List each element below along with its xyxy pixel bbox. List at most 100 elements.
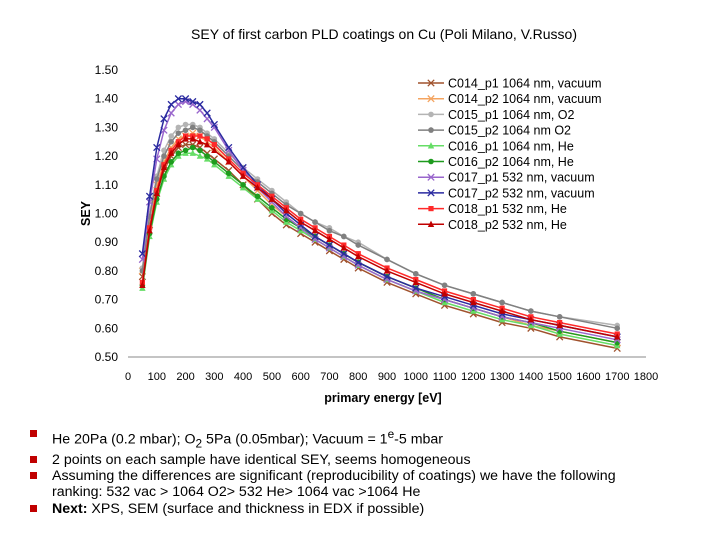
bullet-ranking: Assuming the differences are significant…	[30, 468, 720, 501]
data-point	[311, 227, 319, 234]
x-tick-label: 1700	[605, 371, 629, 383]
data-point	[168, 138, 174, 145]
x-tick-label: 1500	[547, 371, 571, 383]
bullet-marker	[30, 504, 37, 512]
data-point	[203, 109, 211, 117]
notes-list: He 20Pa (0.2 mbar); O2 5Pa (0.05mbar); V…	[30, 426, 720, 517]
data-point	[181, 140, 190, 149]
x-axis-title: primary energy [eV]	[324, 391, 441, 405]
data-point	[182, 147, 189, 154]
data-point	[175, 130, 182, 136]
y-tick-label: 1.10	[95, 178, 119, 192]
data-point	[181, 95, 190, 103]
data-point	[196, 152, 204, 159]
data-point	[204, 153, 210, 159]
legend-label: C016_p1 1064 nm, He	[448, 139, 574, 153]
legend-entry: C015_p2 1064 nm O2	[418, 124, 571, 138]
data-point	[203, 140, 211, 148]
data-point	[160, 163, 168, 171]
data-point	[167, 100, 175, 109]
legend-entry: C014_p1 1064 nm, vacuum	[418, 77, 602, 91]
data-point	[412, 284, 420, 292]
legend-entry: C018_p2 532 nm, He	[418, 218, 567, 232]
x-tick-label: 400	[234, 371, 252, 383]
bullet-gas-pressures: He 20Pa (0.2 mbar); O2 5Pa (0.05mbar); V…	[30, 426, 720, 452]
legend-entry: C017_p1 532 nm, vacuum	[418, 171, 595, 185]
legend-marker	[428, 158, 434, 165]
data-point	[145, 192, 154, 200]
bullet-homogeneous-text: 2 points on each sample have identical S…	[52, 451, 471, 468]
data-point	[269, 204, 275, 211]
data-point	[470, 298, 477, 306]
data-point	[204, 136, 210, 142]
bullet-marker	[30, 472, 37, 480]
data-point	[297, 224, 305, 232]
data-point	[312, 219, 318, 225]
data-point	[441, 282, 448, 289]
data-point	[189, 124, 196, 131]
legend-label: C015_p1 1064 nm, O2	[448, 108, 575, 122]
legend-label: C016_p2 1064 nm, He	[448, 155, 574, 169]
data-point	[384, 256, 390, 263]
data-point	[175, 124, 182, 131]
data-point	[311, 232, 319, 241]
data-point	[556, 314, 563, 320]
bullet-ranking-line2: ranking: 532 vac > 1064 O2> 532 He> 1064…	[52, 484, 421, 501]
data-point	[161, 153, 167, 159]
legend-marker	[427, 95, 435, 103]
chart-title: SEY of first carbon PLD coatings on Cu (…	[191, 26, 577, 42]
data-point	[297, 218, 304, 225]
data-point	[210, 120, 218, 129]
data-point	[614, 325, 621, 332]
data-point	[354, 258, 362, 266]
data-point	[614, 333, 621, 340]
y-tick-label: 0.70	[95, 293, 119, 307]
data-point	[240, 182, 246, 188]
y-tick-label: 1.20	[95, 149, 119, 163]
legend-entry: C014_p2 1064 nm, vacuum	[418, 92, 602, 106]
data-point	[325, 241, 334, 249]
data-point	[441, 290, 448, 297]
data-point	[175, 150, 182, 157]
x-tick-label: 1300	[490, 371, 514, 383]
data-point	[254, 183, 261, 191]
legend-marker	[427, 142, 435, 149]
legend-entry: C018_p1 532 nm, He	[418, 202, 567, 216]
x-tick-label: 1100	[433, 371, 457, 383]
data-point	[174, 95, 183, 103]
data-point	[197, 127, 203, 134]
legend-label: C017_p1 532 nm, vacuum	[448, 171, 595, 185]
data-point	[168, 159, 174, 165]
x-tick-label: 1600	[576, 371, 600, 383]
data-point	[211, 159, 218, 165]
legend-entry: C017_p2 532 nm, vacuum	[418, 186, 595, 200]
legend-entry: C015_p1 1064 nm, O2	[418, 108, 575, 122]
data-point	[189, 144, 196, 151]
bullet-pressure-text: 5Pa (0.05mbar); Vacuum = 1	[202, 431, 388, 448]
y-axis-title: SEY	[79, 200, 93, 226]
data-point	[225, 143, 233, 152]
x-tick-label: 0	[125, 371, 131, 383]
data-point	[210, 123, 218, 132]
data-point	[211, 146, 218, 154]
legend-label: C014_p1 1064 nm, vacuum	[448, 77, 602, 91]
y-tick-label: 1.50	[95, 63, 119, 77]
data-point	[239, 172, 247, 179]
data-point	[326, 235, 333, 243]
bullet-marker	[30, 430, 37, 437]
y-tick-label: 0.90	[95, 235, 119, 249]
series-10	[139, 135, 621, 340]
data-point	[189, 149, 196, 156]
data-point	[138, 250, 147, 258]
legend-entry: C016_p1 1064 nm, He	[418, 139, 574, 153]
y-tick-label: 0.80	[95, 264, 119, 278]
data-point	[167, 149, 175, 156]
x-tick-label: 1400	[519, 371, 543, 383]
x-tick-label: 1000	[404, 371, 428, 383]
data-point	[175, 140, 182, 148]
x-tick-label: 1800	[634, 371, 658, 383]
x-tick-label: 700	[320, 371, 338, 383]
data-point	[254, 193, 261, 200]
data-point	[412, 270, 419, 277]
data-point	[383, 267, 391, 274]
